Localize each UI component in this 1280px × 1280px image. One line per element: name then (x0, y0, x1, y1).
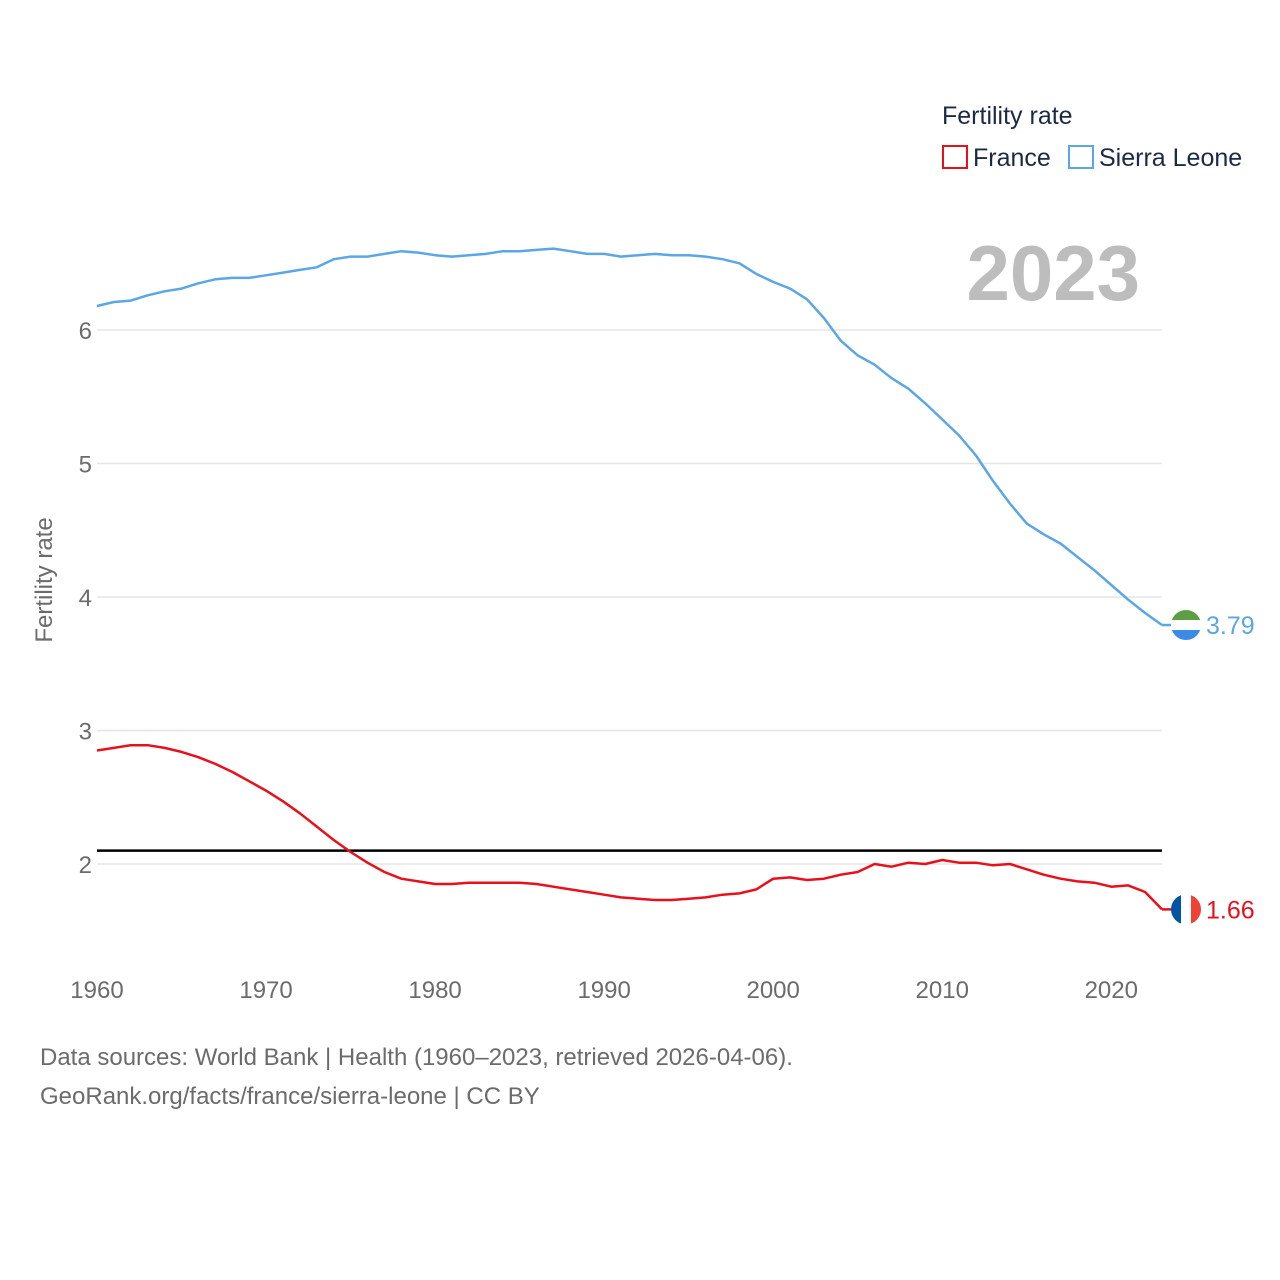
attribution-link[interactable]: GeoRank.org/facts/france/sierra-leone | … (40, 1083, 540, 1110)
legend-label: Sierra Leone (1099, 144, 1242, 172)
end-value-label: 1.66 (1206, 896, 1255, 924)
france-flag-icon (1171, 894, 1201, 925)
year-label: 2023 (966, 229, 1140, 317)
grid-lines (97, 329, 1162, 865)
legend: France Sierra Leone (942, 144, 1242, 172)
sierra-leone-flag-icon (1171, 610, 1201, 641)
y-axis-label: Fertility rate (31, 517, 58, 642)
y-tick-label: 2 (79, 852, 92, 879)
y-axis-ticks: 2 3 4 5 6 (79, 318, 92, 879)
data-source-note: Data sources: World Bank | Health (1960–… (40, 1044, 793, 1071)
series-line-france (96, 743, 1163, 911)
x-tick-label: 1980 (408, 977, 461, 1004)
end-markers: 1.66 3.79 (1162, 610, 1255, 925)
end-value-label: 3.79 (1206, 612, 1255, 640)
legend-title: Fertility rate (942, 102, 1073, 130)
y-tick-label: 6 (79, 318, 92, 345)
x-tick-label: 1960 (70, 977, 123, 1004)
x-axis-ticks: 1960 1970 1980 1990 2000 2010 2020 (70, 977, 1138, 1004)
y-tick-label: 5 (79, 452, 92, 479)
x-tick-label: 1970 (239, 977, 292, 1004)
x-tick-label: 2000 (746, 977, 799, 1004)
x-tick-label: 1990 (577, 977, 630, 1004)
legend-label: France (973, 144, 1051, 172)
x-tick-label: 2020 (1085, 977, 1138, 1004)
x-tick-label: 2010 (916, 977, 969, 1004)
legend-item-france[interactable]: France (942, 144, 1051, 172)
series-line-sierra-leone (96, 247, 1163, 627)
legend-swatch (1068, 145, 1094, 169)
y-tick-label: 4 (79, 585, 92, 612)
legend-swatch (942, 145, 968, 169)
y-tick-label: 3 (79, 719, 92, 746)
legend-item-sierra-leone[interactable]: Sierra Leone (1068, 144, 1242, 172)
series-lines (96, 247, 1163, 911)
